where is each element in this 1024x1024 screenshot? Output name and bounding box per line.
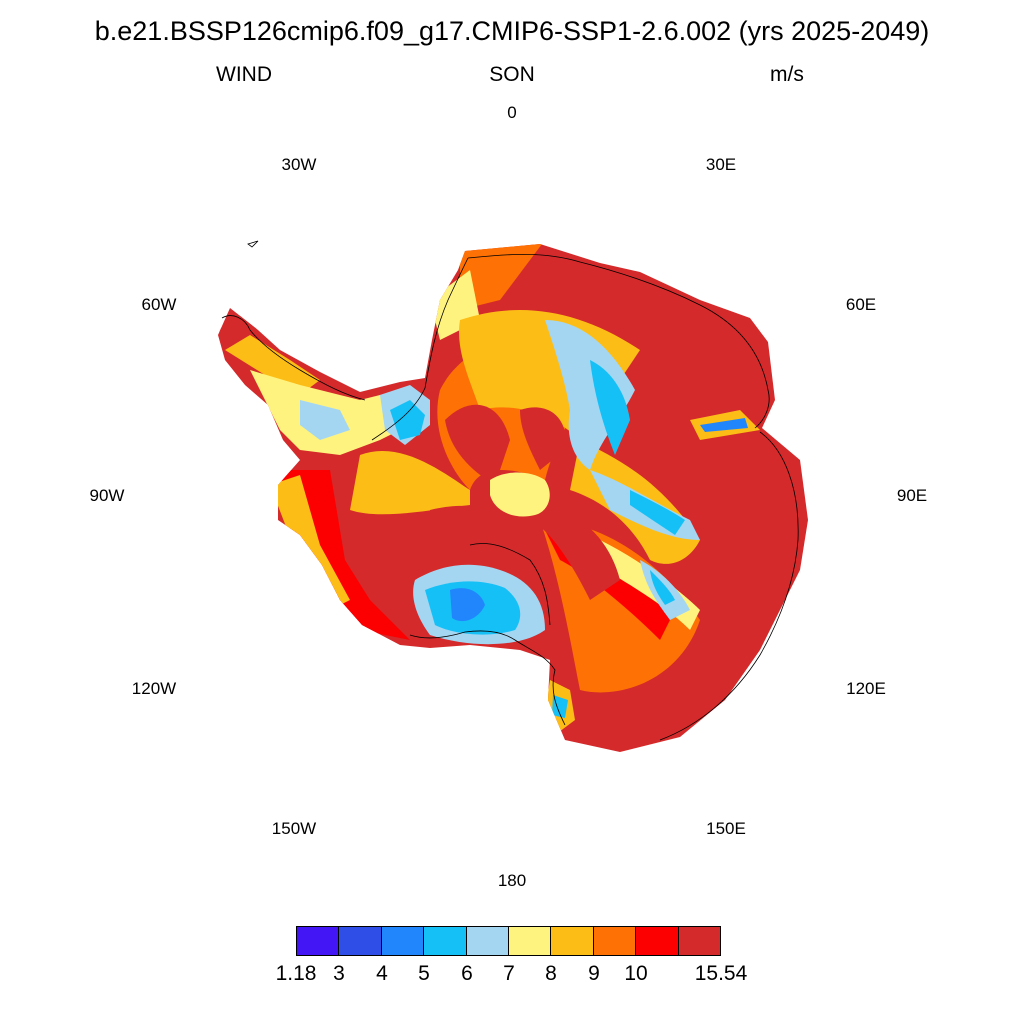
- wind-fringe: [460, 244, 545, 310]
- wind-fringe: [270, 475, 350, 610]
- colorbar-swatch: [550, 926, 594, 956]
- lon-label-120e: 120E: [846, 679, 886, 698]
- coastline-peninsula: [221, 315, 366, 401]
- coastal-winds: [552, 695, 568, 718]
- colorbar-tick-label: 15.54: [694, 962, 748, 985]
- lon-label-150e: 150E: [706, 819, 746, 838]
- coastal-winds: [700, 418, 748, 432]
- colorbar-swatch: [338, 926, 382, 956]
- ross-ice-shelf-winds: [450, 588, 485, 622]
- lon-label-150w: 150W: [271, 819, 317, 838]
- season-label: SON: [489, 63, 535, 86]
- variable-label: WIND: [216, 63, 272, 86]
- lon-label-30e: 30E: [705, 155, 737, 174]
- peninsula-winds: [225, 335, 320, 395]
- coastline-east-lower: [659, 431, 799, 741]
- wind-lobe: [445, 404, 510, 485]
- wind-fringe: [280, 470, 410, 640]
- lon-label-30w: 30W: [281, 155, 317, 174]
- coastline-east: [467, 253, 770, 429]
- lon-label-60w: 60W: [141, 295, 177, 314]
- colorbar-tick-label: 6: [461, 962, 473, 985]
- island-outline: [247, 240, 259, 248]
- wind-streak-blue: [590, 360, 630, 455]
- colorbar-tick-label: 9: [588, 962, 600, 985]
- wind-streak-blue: [650, 570, 675, 605]
- lon-label-180: 180: [497, 871, 527, 890]
- units-label: m/s: [770, 63, 804, 86]
- lon-label-60e: 60E: [845, 295, 877, 314]
- map-title: b.e21.BSSP126cmip6.f09_g17.CMIP6-SSP1-2.…: [94, 16, 930, 46]
- wind-lobe: [520, 407, 566, 470]
- lon-label-0: 0: [507, 103, 517, 122]
- ross-ice-shelf-edge: [469, 543, 551, 626]
- colorbar-swatch: [635, 926, 679, 956]
- wind-band-light-blue: [545, 320, 635, 470]
- lon-label-120w: 120W: [131, 679, 177, 698]
- colorbar-tick-label: 4: [376, 962, 388, 985]
- colorbar-tick-label: 1.18: [275, 962, 317, 985]
- colorbar-swatch: [592, 926, 637, 956]
- colorbar-tick-label: 5: [418, 962, 430, 985]
- colorbar: [296, 926, 722, 956]
- colorbar-tick-label: 10: [624, 962, 648, 985]
- peninsula-winds: [218, 315, 258, 345]
- wind-streak-blue: [630, 490, 685, 535]
- colorbar-swatch: [296, 926, 340, 956]
- peninsula-winds: [300, 400, 350, 440]
- colorbar-tick-label: 7: [503, 962, 515, 985]
- colorbar-swatch: [677, 926, 722, 956]
- colorbar-swatch: [465, 926, 510, 956]
- wind-lobe: [530, 500, 620, 600]
- colorbar-swatch: [380, 926, 425, 956]
- south-pole-winds: [490, 472, 550, 517]
- peninsula-winds: [390, 400, 425, 440]
- lon-label-90e: 90E: [896, 486, 928, 505]
- wind-ring: [350, 450, 470, 515]
- coastline-weddell: [371, 257, 469, 441]
- colorbar-tick-label: 8: [545, 962, 557, 985]
- colorbar-tick-label: 3: [333, 962, 345, 985]
- lon-label-90w: 90W: [89, 486, 125, 505]
- coastline-ross: [409, 630, 566, 726]
- colorbar-swatch: [508, 926, 552, 956]
- colorbar-swatch: [423, 926, 467, 956]
